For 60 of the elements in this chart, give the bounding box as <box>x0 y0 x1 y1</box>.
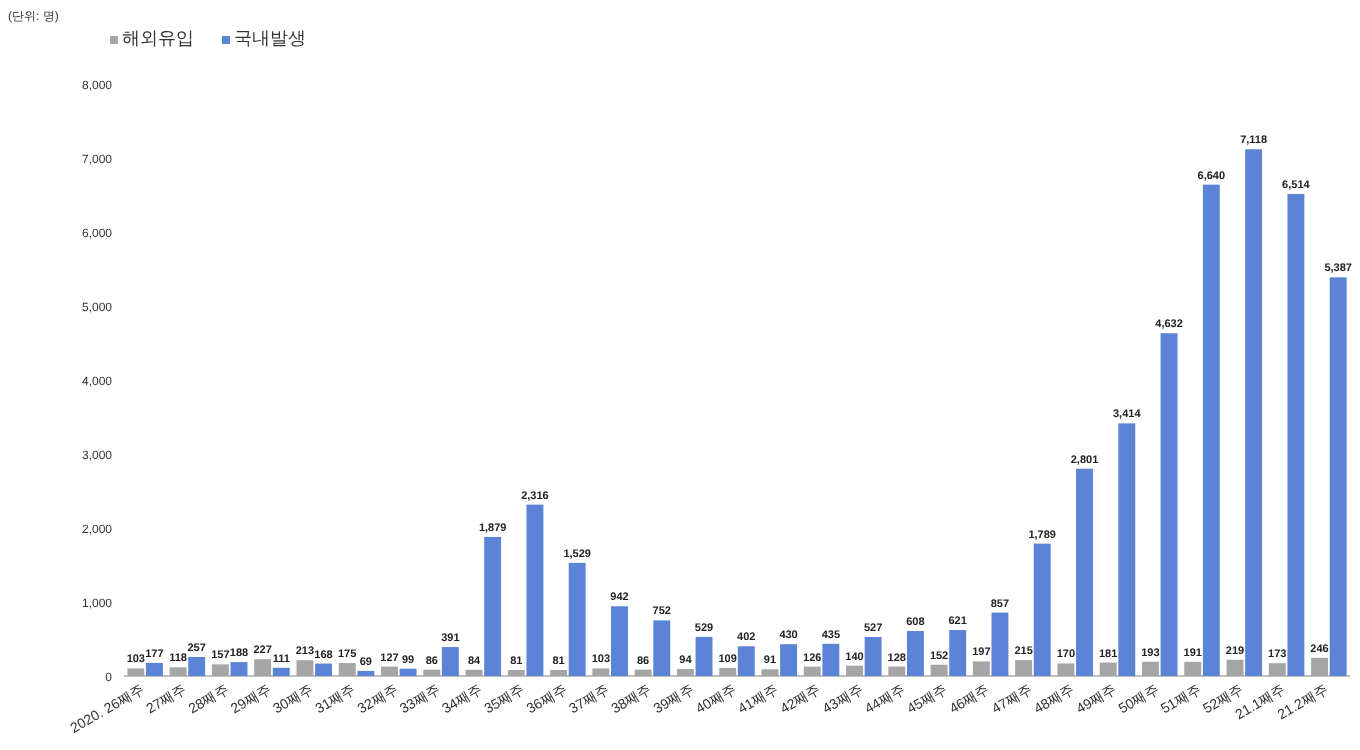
bar <box>949 630 967 676</box>
bar <box>484 536 502 676</box>
bar <box>381 666 398 676</box>
bar <box>188 656 206 676</box>
bar <box>1287 193 1305 676</box>
bar <box>169 667 187 676</box>
bar <box>761 669 779 676</box>
bar <box>1015 660 1033 676</box>
bar <box>611 606 628 676</box>
bar <box>864 637 882 676</box>
bar <box>296 660 314 676</box>
bar <box>550 670 568 676</box>
bar <box>972 661 990 676</box>
bar <box>846 665 863 676</box>
bar <box>441 647 459 676</box>
bar <box>1118 423 1136 676</box>
bar <box>780 644 798 676</box>
bar <box>634 669 652 676</box>
bar <box>1202 184 1220 676</box>
bar <box>1057 663 1075 676</box>
bar <box>1142 661 1159 676</box>
bar <box>315 663 332 676</box>
bar <box>423 669 441 676</box>
bar <box>1160 333 1178 676</box>
bar <box>822 643 840 676</box>
bar <box>695 636 713 676</box>
bar <box>1245 149 1263 676</box>
bar <box>1226 659 1244 676</box>
bar <box>930 664 948 676</box>
bar <box>737 646 755 676</box>
bar <box>127 668 145 676</box>
bar <box>676 669 694 676</box>
bar <box>526 504 544 676</box>
bar <box>1329 277 1347 676</box>
bar <box>719 667 737 676</box>
bar <box>906 631 924 676</box>
bar <box>230 662 248 676</box>
bar <box>1076 468 1093 676</box>
bar <box>568 562 586 676</box>
bar <box>653 620 671 676</box>
bar <box>272 667 290 676</box>
bar <box>1268 663 1286 676</box>
bar <box>254 659 272 676</box>
bar <box>357 670 375 676</box>
bar <box>465 669 483 676</box>
bar <box>592 668 610 676</box>
bar <box>991 612 1009 676</box>
bar <box>1099 662 1117 676</box>
bar <box>888 666 906 676</box>
bar <box>1033 543 1051 676</box>
bar <box>211 664 229 676</box>
bar <box>145 662 163 676</box>
bar <box>399 668 417 676</box>
bar <box>803 666 821 676</box>
legend-label: 국내발생 <box>234 28 306 48</box>
bar <box>338 663 356 676</box>
bar <box>1311 657 1329 676</box>
legend-label: 해외유입 <box>122 28 194 48</box>
bar <box>507 670 525 676</box>
bar <box>1184 661 1202 676</box>
